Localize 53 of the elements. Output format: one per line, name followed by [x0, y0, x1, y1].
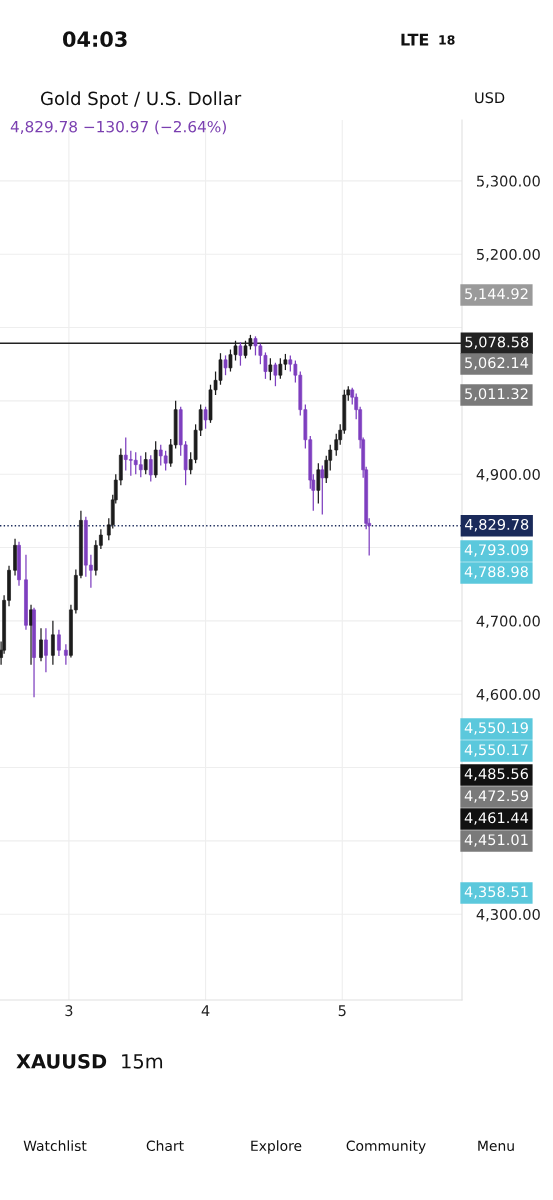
text: 5,011.32 — [465, 388, 528, 401]
candlestick — [268, 357, 273, 381]
candlestick — [39, 627, 43, 662]
text: 5,144.92 — [465, 288, 528, 301]
candlestick — [334, 433, 339, 457]
chart-subtitle: 4,829.78 −130.97 (−2.64%) — [10, 120, 226, 135]
text: USD — [475, 92, 505, 104]
candlestick — [223, 354, 228, 376]
y-tick-label: 4,300.00 — [476, 908, 540, 922]
ref-line-label: 4,829.78 — [465, 518, 529, 532]
candlestick — [51, 620, 55, 666]
text: 4,451.01 — [464, 834, 528, 847]
text: 15m — [122, 1054, 163, 1069]
candlestick — [148, 454, 153, 483]
y-tick-label: 5,200.00 — [477, 248, 540, 262]
candlestick — [320, 464, 325, 516]
candlestick — [64, 643, 68, 666]
candlestick — [316, 462, 321, 505]
candlestick — [143, 451, 148, 475]
y-tick-label: 4,600.00 — [476, 688, 540, 702]
text: 4,793.09 — [464, 544, 528, 557]
text: 4,485.56 — [464, 768, 529, 781]
candlestick — [138, 455, 143, 478]
text: 4,358.51 — [464, 886, 528, 899]
chart-title: Gold Spot / U.S. Dollar — [41, 91, 242, 109]
text: 18 — [439, 35, 455, 45]
text: 4,472.59 — [464, 790, 528, 803]
candlestick — [238, 341, 243, 367]
candlestick — [273, 362, 278, 387]
text: Menu — [478, 1140, 514, 1152]
x-tick-label: 3 — [65, 1005, 73, 1017]
text: 4,461.44 — [464, 812, 529, 825]
candlestick — [57, 629, 61, 657]
text: 04:03 — [63, 31, 127, 48]
candlestick — [163, 450, 168, 472]
text: 5,062.14 — [465, 357, 529, 370]
text: 4,550.19 — [464, 722, 528, 735]
text: Watchlist — [23, 1140, 87, 1152]
text: 4,788.98 — [464, 566, 528, 579]
text: XAUUSD — [16, 1053, 107, 1069]
text: LTE — [401, 33, 429, 46]
ref-line-label: 5,078.58 — [465, 336, 529, 349]
x-tick-label: 4 — [201, 1005, 210, 1016]
text: Explore — [251, 1140, 302, 1154]
candlestick — [203, 406, 208, 430]
y-tick-label: 5,300.00 — [477, 175, 540, 189]
text: Chart — [146, 1140, 184, 1152]
x-tick-label: 5 — [338, 1005, 346, 1017]
text: Community — [346, 1140, 426, 1154]
candlestick — [44, 627, 48, 673]
y-tick-label: 4,900.00 — [476, 468, 540, 482]
text: 4,550.17 — [464, 744, 528, 757]
y-tick-label: 4,700.00 — [476, 615, 540, 629]
